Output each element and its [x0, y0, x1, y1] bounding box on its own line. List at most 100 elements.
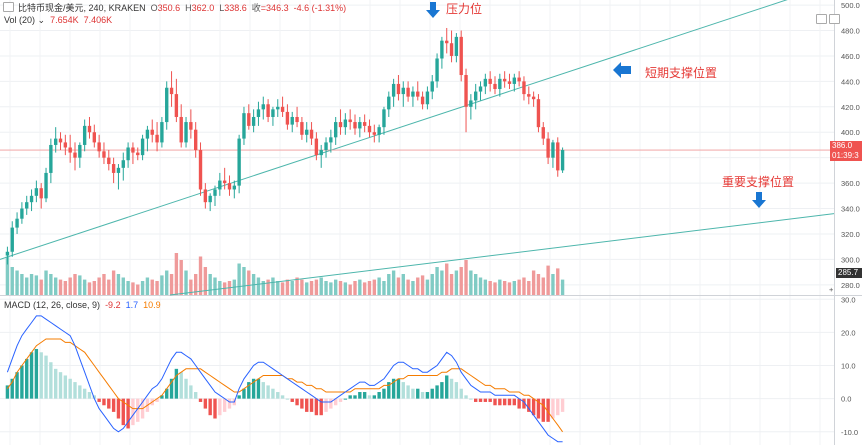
volume-bar: [430, 274, 434, 295]
candle-body: [213, 189, 217, 196]
major-support-arrow-icon: [752, 192, 766, 208]
volume-bar: [459, 267, 463, 295]
macd-histogram-bar: [290, 398, 294, 402]
price-axis-label: 360.0: [841, 179, 860, 188]
volume-marker-tag: 285.7: [836, 268, 862, 278]
volume-bar: [261, 281, 265, 295]
volume-bar: [165, 270, 169, 295]
volume-bar: [87, 282, 92, 295]
macd-histogram-bar: [396, 378, 401, 399]
macd-axis-label: -10.0: [841, 428, 858, 437]
candle-body: [507, 81, 512, 84]
candle-body: [309, 129, 314, 139]
macd-histogram-bar: [416, 388, 420, 399]
candle-body: [382, 109, 386, 128]
macd-histogram-bar: [435, 385, 439, 399]
volume-legend[interactable]: Vol (20) ⌄ 7.654K 7.406K: [4, 15, 112, 26]
macd-histogram-bar: [309, 398, 314, 412]
candle-body: [517, 77, 521, 82]
candle-body: [401, 87, 405, 95]
price-axis-label: 440.0: [841, 77, 860, 86]
candle-body: [73, 152, 77, 158]
macd-histogram-bar: [194, 392, 198, 399]
short-support-arrow-icon: [613, 62, 631, 78]
macd-histogram-bar: [68, 378, 72, 399]
macd-histogram-bar: [377, 392, 381, 399]
candle-body: [435, 58, 439, 82]
macd-histogram-bar: [49, 362, 53, 399]
macd-histogram-bar: [121, 398, 125, 426]
volume-bar: [541, 277, 545, 295]
macd-histogram-bar: [280, 395, 285, 399]
macd-histogram-bar: [160, 395, 164, 399]
candle-body: [256, 109, 261, 117]
macd-histogram-bar: [203, 398, 208, 409]
candle-body: [425, 91, 430, 105]
candle-body: [478, 86, 483, 92]
candle-body: [551, 142, 555, 158]
macd-histogram-bar: [556, 398, 560, 416]
candle-body: [343, 119, 348, 128]
candle-body: [290, 116, 294, 125]
macd-histogram-bar: [107, 398, 111, 409]
volume-bar: [474, 274, 478, 295]
volume-bar: [498, 279, 502, 295]
macd-histogram-bar: [247, 382, 251, 399]
symbol-legend: 比特币现金/美元, 240, KRAKEN O350.6 H362.0 L338…: [18, 3, 347, 13]
macd-histogram-bar: [169, 378, 174, 399]
countdown-tag: 01:39:3: [830, 151, 862, 161]
candle-body: [54, 138, 58, 145]
major-support-trendline: [169, 213, 835, 296]
collapse-button[interactable]: [3, 2, 14, 12]
volume-bar: [208, 274, 212, 295]
candle-body: [107, 157, 111, 165]
macd-histogram-bar: [512, 398, 516, 406]
volume-bar: [348, 284, 352, 295]
macd-histogram-bar: [136, 398, 140, 422]
macd-histogram-bar: [82, 388, 87, 399]
volume-bar: [160, 275, 164, 295]
macd-histogram-bar: [126, 398, 130, 429]
close-value: =346.3: [260, 3, 289, 13]
candle-body: [430, 81, 434, 92]
volume-bar: [92, 281, 96, 295]
resistance-arrow-icon: [426, 2, 440, 18]
macd-histogram-bar: [242, 388, 246, 399]
candle-body: [102, 151, 106, 158]
macd-histogram-bar: [237, 395, 241, 399]
macd-histogram-bar: [39, 352, 43, 399]
last-price-tag: 386.0: [830, 141, 862, 151]
volume-bar: [44, 270, 48, 295]
volume-bar: [126, 281, 130, 295]
macd-line: [6, 315, 563, 443]
volume-bar: [140, 281, 145, 295]
volume-bar: [5, 256, 10, 295]
candle-body: [169, 87, 174, 95]
volume-bar: [102, 274, 106, 295]
candle-body: [488, 78, 492, 84]
price-axis-label: 460.0: [841, 52, 860, 61]
chevron-down-icon: ⌄: [37, 15, 46, 25]
candle-body: [305, 129, 309, 135]
macd-histogram-bar: [425, 392, 430, 399]
price-axis-label: 280.0: [841, 281, 860, 290]
pane-settings-button[interactable]: [829, 14, 840, 24]
open-value: 350.6: [157, 3, 181, 13]
high-value: 362.0: [191, 3, 215, 13]
candle-body: [440, 40, 444, 59]
volume-bar: [247, 270, 251, 295]
volume-bar: [372, 279, 376, 295]
macd-histogram-bar: [174, 368, 179, 399]
macd-histogram-bar: [73, 382, 77, 399]
pane-maximize-button[interactable]: [816, 14, 827, 24]
volume-bar: [97, 277, 101, 295]
candle-body: [338, 122, 343, 128]
macd-histogram-bar: [488, 398, 492, 402]
macd-legend[interactable]: MACD (12, 26, close, 9) -9.2 1.7 10.9: [4, 300, 161, 310]
volume-bar: [242, 267, 246, 295]
macd-axis-label: 30.0: [841, 295, 856, 304]
candle-body: [445, 40, 449, 44]
candle-body: [25, 202, 29, 209]
candle-body: [449, 43, 454, 56]
